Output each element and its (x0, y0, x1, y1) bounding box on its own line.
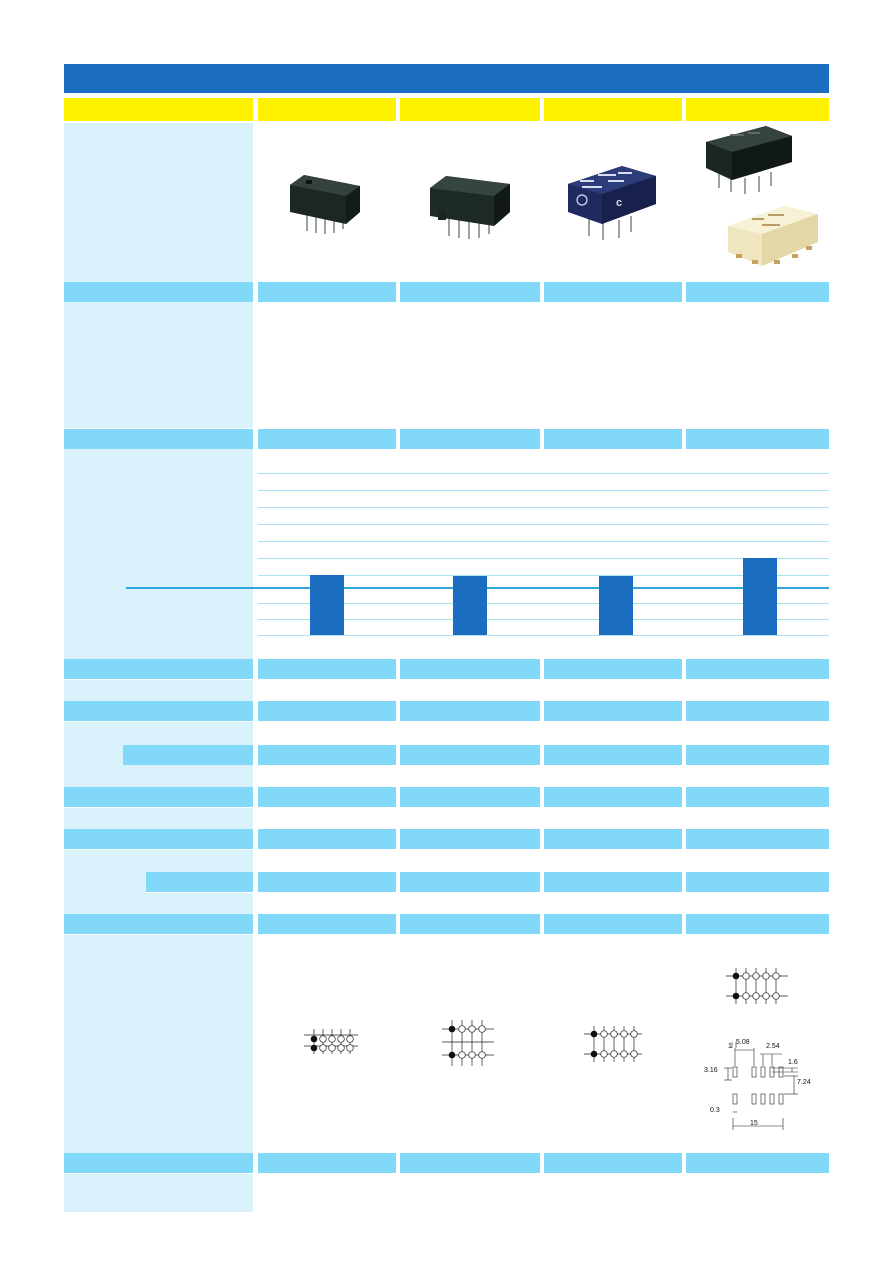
dim-label-3-16: 3.16 (704, 1067, 718, 1074)
header-cell-col3 (544, 98, 682, 121)
pcb-layout-col4 (726, 968, 788, 1004)
chart-bar-col4 (743, 558, 777, 635)
relay-photo-col3: c (568, 166, 656, 240)
label-cell-row-d2 (64, 893, 253, 914)
relay-photo-col1 (290, 175, 360, 234)
label-cell-footprint (64, 935, 253, 1153)
label-cell-row-b (64, 722, 253, 745)
header-cell-col1 (258, 98, 396, 121)
chart-bar-col1 (310, 575, 344, 635)
pcb-layout-col3 (584, 1026, 642, 1062)
label-cell-row-d-left (64, 872, 146, 893)
dim-label-2-54: 2.54 (766, 1043, 780, 1050)
header-cell-col4 (686, 98, 829, 121)
header-label-cell (64, 98, 253, 121)
dimension-drawing (724, 1042, 798, 1130)
pcb-layout-col2 (442, 1020, 494, 1066)
label-cell-row-b2 (64, 765, 253, 787)
label-cell-chart (64, 449, 253, 659)
dim-label-1: 1 (728, 1043, 732, 1050)
dim-label-5-08: 5.08 (736, 1039, 750, 1046)
dim-label-0-3: 0.3 (710, 1107, 720, 1114)
label-cell-row-c (64, 808, 253, 829)
pcb-layout-col1 (304, 1029, 358, 1054)
dim-label-1-6: 1.6 (788, 1059, 798, 1066)
title-bar (64, 64, 829, 93)
header-cell-col2 (400, 98, 540, 121)
svg-text:c: c (616, 197, 622, 209)
dim-label-15: 15 (750, 1120, 758, 1127)
label-cell-bottom (64, 1174, 253, 1212)
relay-photo-col4-cream (728, 206, 818, 266)
label-cell-row-b-left (64, 745, 123, 765)
label-cell-row-a (64, 680, 253, 701)
label-cell-photos (64, 123, 253, 282)
chart-bar-col3 (599, 576, 633, 635)
chart-bar-col2 (453, 576, 487, 635)
relay-photo-col4-dark (706, 126, 792, 194)
label-cell-row-d (64, 850, 253, 872)
relay-photo-col2 (430, 176, 510, 239)
dim-label-7-24: 7.24 (797, 1079, 811, 1086)
label-cell-description (64, 302, 253, 428)
